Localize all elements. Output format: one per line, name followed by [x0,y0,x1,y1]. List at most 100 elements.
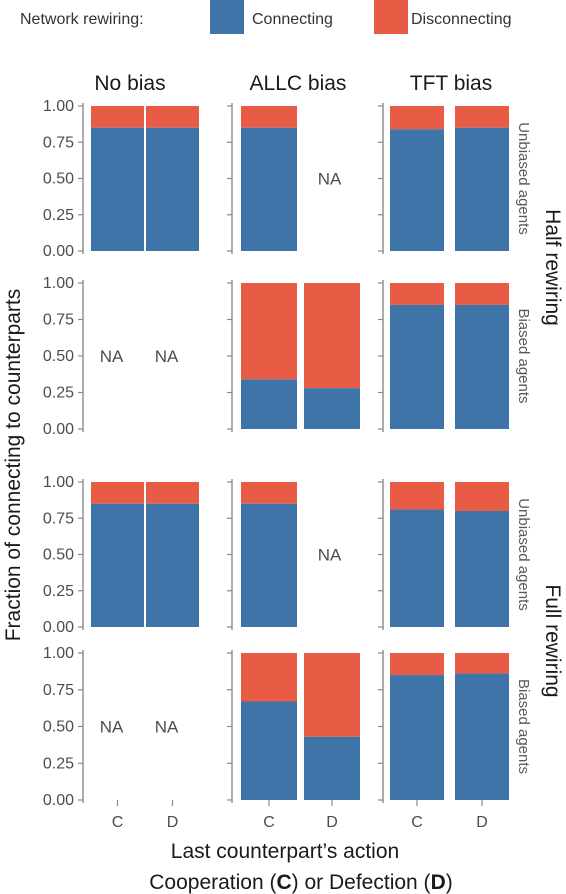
row-label-unbiased-agents: Unbiased agents [515,498,532,611]
legend-title: Network rewiring: [20,11,144,28]
x-tick-label-d: D [476,814,488,831]
bar-connecting-d [455,673,509,800]
y-tick-label: 0.25 [43,755,74,772]
bar-connecting-c [390,675,444,800]
bar-connecting-d [304,388,360,429]
na-label-d: NA [155,347,179,366]
x-title-part-defection: ) or Defection ( [292,871,431,894]
bar-connecting-c [390,129,444,251]
y-tick-label: 0.00 [43,243,74,260]
facet-col-no-bias: No bias [94,72,165,95]
na-label-d: NA [155,718,179,737]
bar-connecting-c [91,503,144,627]
bar-disconnecting-d [146,106,199,128]
panel-half-rewiring-unbiased-agents-no-bias [91,106,199,251]
bar-connecting-c [241,503,297,627]
panel-full-rewiring-unbiased-agents-allc-bias: NA [241,482,342,627]
y-tick-label: 0.25 [43,583,74,600]
panel-full-rewiring-unbiased-agents-tft-bias [390,482,509,627]
panel-half-rewiring-unbiased-agents-allc-bias: NA [241,106,342,251]
bar-disconnecting-d [304,283,360,389]
y-axis-title: Fraction of connecting to counterparts [2,289,25,642]
panel-full-rewiring-biased-agents-tft-bias [390,653,509,800]
x-axis-title: Last counterpart’s action Cooperation (C… [149,840,452,894]
bar-disconnecting-d [146,482,199,504]
x-title-close: ) [446,871,453,894]
y-tick-label: 0.75 [43,682,74,699]
y-tick-label: 0.50 [43,719,74,736]
bar-disconnecting-d [455,653,509,674]
y-tick-label: 0.25 [43,385,74,402]
y-tick-label: 0.00 [43,421,74,438]
x-axis-title-line2: Cooperation (C) or Defection (D) [149,871,452,894]
na-label-c: NA [100,347,124,366]
x-axis-title-line1: Last counterpart’s action [171,840,399,863]
x-tick-label-c: C [263,814,275,831]
bar-disconnecting-c [390,106,444,130]
y-tick-label: 0.50 [43,547,74,564]
bar-connecting-d [146,127,199,251]
bar-connecting-c [390,509,444,627]
bar-disconnecting-c [390,653,444,676]
panel-half-rewiring-biased-agents-allc-bias [241,283,360,429]
y-tick-label: 0.75 [43,510,74,527]
y-tick-label: 0.75 [43,312,74,329]
x-title-c-bold: C [277,871,292,894]
group-label-half-rewiring: Half rewiring [541,209,564,326]
bar-connecting-c [241,127,297,251]
panel-full-rewiring-unbiased-agents-no-bias [91,482,199,627]
bar-disconnecting-c [241,283,297,380]
bar-disconnecting-c [91,482,144,504]
panel-half-rewiring-biased-agents-no-bias: NA NA [100,347,179,366]
y-tick-label: 0.50 [43,348,74,365]
y-tick-label: 0.00 [43,792,74,809]
na-label-d: NA [318,170,342,189]
panel-full-rewiring-biased-agents-no-bias: NA NA [100,718,179,737]
panel-half-rewiring-biased-agents-tft-bias [390,283,509,429]
row-label-unbiased-agents: Unbiased agents [515,122,532,235]
facet-column-headers: No bias ALLC bias TFT bias [94,72,492,95]
legend-label-connecting: Connecting [252,11,333,28]
x-tick-label-d: D [326,814,338,831]
row-label-biased-agents: Biased agents [515,679,532,774]
legend: Network rewiring: Connecting Disconnecti… [20,0,512,34]
bar-connecting-d [146,503,199,627]
x-tick-label-c: C [411,814,423,831]
row-label-biased-agents: Biased agents [515,308,532,403]
bar-disconnecting-c [390,482,444,510]
facet-col-tft-bias: TFT bias [410,72,492,95]
bar-connecting-d [455,127,509,251]
legend-label-disconnecting: Disconnecting [411,11,512,28]
bar-disconnecting-d [455,283,509,305]
x-tick-label-c: C [112,814,124,831]
group-label-full-rewiring: Full rewiring [541,584,564,697]
y-tick-label: 0.00 [43,619,74,636]
bar-disconnecting-c [91,106,144,128]
bar-connecting-d [304,736,360,800]
x-title-d-bold: D [431,871,446,894]
x-tick-label-d: D [167,814,179,831]
bar-disconnecting-d [304,653,360,737]
na-label-c: NA [100,718,124,737]
legend-swatch-disconnecting [374,0,408,34]
bar-connecting-d [455,511,509,627]
bar-disconnecting-d [455,482,509,511]
na-label-d: NA [318,546,342,565]
panel-half-rewiring-unbiased-agents-tft-bias [390,106,509,251]
y-tick-label: 1.00 [43,275,74,292]
panel-full-rewiring-biased-agents-allc-bias [241,653,360,800]
bar-connecting-c [241,701,297,800]
y-tick-label: 0.75 [43,134,74,151]
y-tick-label: 0.50 [43,171,74,188]
y-tick-label: 1.00 [43,474,74,491]
x-title-part-cooperation: Cooperation ( [149,871,276,894]
bar-connecting-c [91,127,144,251]
bar-disconnecting-c [241,653,297,702]
bar-connecting-d [455,304,509,429]
y-tick-label: 0.25 [43,207,74,224]
bar-connecting-c [241,379,297,429]
facet-col-allc-bias: ALLC bias [250,72,347,95]
y-tick-label: 1.00 [43,98,74,115]
bar-disconnecting-d [455,106,509,128]
